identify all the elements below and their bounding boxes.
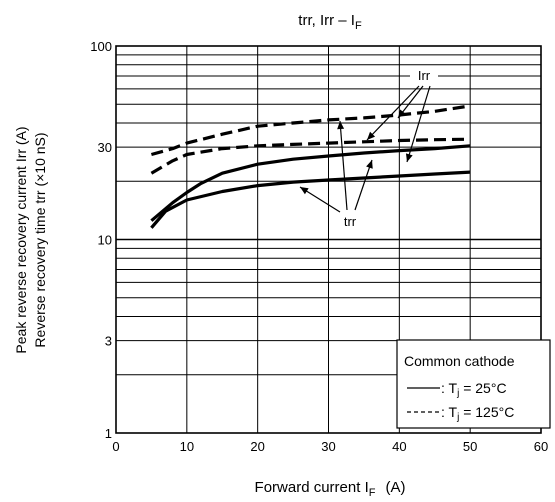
x-tick-label: 40 xyxy=(392,439,406,454)
legend-title: Common cathode xyxy=(404,353,515,369)
x-tick-labels: 0 10 20 30 40 50 60 xyxy=(112,439,548,454)
y-axis-label-line2: Reverse recovery time trr (×10 nS) xyxy=(32,132,48,347)
annotation-arrow xyxy=(366,85,420,141)
series-0-line xyxy=(150,144,471,222)
annotation-arrowhead xyxy=(398,109,406,118)
y-tick-labels: 1 3 10 30 100 xyxy=(90,39,112,441)
x-tick-label: 10 xyxy=(180,439,194,454)
trr-label-bg xyxy=(336,212,364,230)
annotation-arrowhead xyxy=(405,153,413,162)
legend-row2: : Tj = 125°C xyxy=(441,404,514,423)
series-1-line xyxy=(150,170,471,229)
series-2-line xyxy=(150,104,471,157)
legend: Common cathode : Tj = 25°C : Tj = 125°C xyxy=(396,339,551,429)
annotation-arrow xyxy=(406,85,431,163)
x-tick-label: 60 xyxy=(534,439,548,454)
y-tick-label: 30 xyxy=(98,140,112,155)
annotation-arrowhead xyxy=(337,121,345,130)
irr-label: Irr xyxy=(418,68,431,83)
plot-frame xyxy=(115,45,542,434)
annotation-arrowhead xyxy=(300,187,309,195)
annotations: Irr trr xyxy=(299,66,438,230)
series-group xyxy=(150,104,471,229)
y-tick-label: 1 xyxy=(105,426,112,441)
y-axis-label-line1: Peak reverse recovery current Irr (A) xyxy=(13,126,29,353)
legend-row1: : Tj = 25°C xyxy=(441,380,507,399)
annotation-arrow xyxy=(354,159,373,211)
annotation-arrowhead xyxy=(367,131,376,140)
chart-title: trr, Irr – IF xyxy=(298,12,362,32)
y-tick-label: 10 xyxy=(98,233,112,248)
irr-label-bg xyxy=(410,66,438,84)
y-tick-label: 3 xyxy=(105,334,112,349)
x-tick-label: 0 xyxy=(112,439,119,454)
x-tick-label: 50 xyxy=(463,439,477,454)
x-tick-label: 30 xyxy=(321,439,335,454)
series-3-line xyxy=(150,137,471,175)
annotation-arrow xyxy=(339,120,348,211)
legend-box xyxy=(396,339,551,429)
x-tick-label: 20 xyxy=(250,439,264,454)
x-axis-label: Forward current IF (A) xyxy=(255,479,406,499)
trr-label: trr xyxy=(344,214,357,229)
y-tick-label: 100 xyxy=(90,39,112,54)
annotation-arrowhead xyxy=(366,160,373,169)
